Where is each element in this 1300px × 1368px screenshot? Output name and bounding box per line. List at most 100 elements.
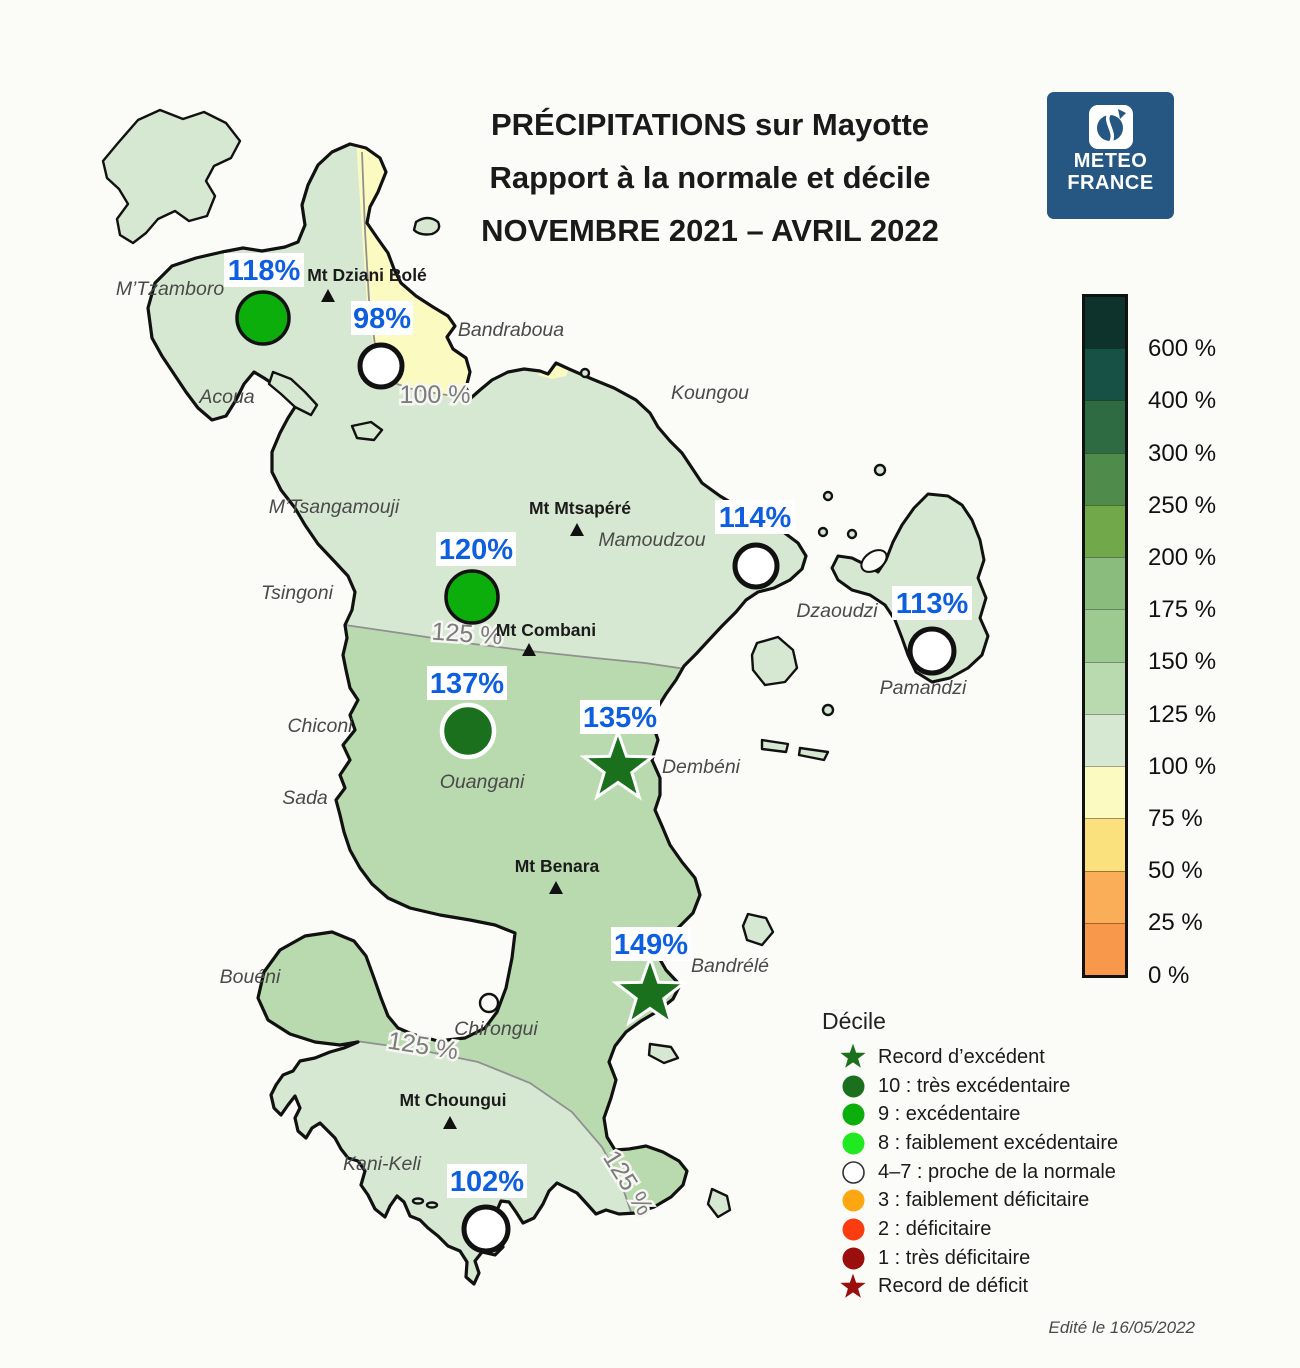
station-marker-record-excess-star	[611, 953, 689, 1027]
legend-title: Décile	[822, 1008, 886, 1034]
mt-combani-triangle	[522, 643, 536, 656]
station-value: 149%	[614, 929, 688, 961]
scale-band	[1085, 766, 1125, 819]
islet-dot-4	[817, 526, 829, 538]
legend-item-decile-8: 8 : faiblement excédentaire	[836, 1129, 1118, 1158]
decile-1-circle-icon	[836, 1247, 870, 1270]
legend-item-label: 8 : faiblement excédentaire	[878, 1131, 1119, 1154]
meteo-france-logo-icon	[1088, 105, 1133, 149]
mt-choungui-triangle	[443, 1116, 457, 1129]
legend-item-decile-9: 9 : excédentaire	[836, 1100, 1118, 1129]
islet-dot-1	[579, 367, 591, 379]
place-label: Ouangani	[440, 771, 525, 793]
scale-band	[1085, 609, 1125, 662]
mountain-label: Mt Choungui	[400, 1090, 507, 1110]
legend-item-label: Record d’excédent	[878, 1045, 1045, 1068]
legend-item-label: 1 : très déficitaire	[878, 1246, 1031, 1269]
station-marker-record-excess-star	[579, 727, 657, 801]
place-label: Chiconi	[287, 715, 353, 737]
scale-band	[1085, 452, 1125, 505]
place-label: Bandrélé	[691, 955, 769, 977]
station-marker-decile10	[439, 702, 497, 760]
legend-item-decile-3: 3 : faiblement déficitaire	[836, 1186, 1118, 1215]
legend-item-label: 3 : faiblement déficitaire	[878, 1189, 1090, 1212]
legend-item-decile-4-7: 4–7 : proche de la normale	[836, 1158, 1118, 1187]
scale-tick-label: 250 %	[1148, 492, 1217, 519]
mountain-label: Mt Combani	[496, 620, 596, 640]
islet-dot-2	[873, 463, 887, 477]
legend-item-label: 10 : très excédentaire	[878, 1074, 1071, 1097]
mt-dziani-bole-triangle	[321, 289, 335, 302]
decile-legend: Record d’excédent 10 : très excédentaire…	[836, 1043, 1118, 1301]
place-label: Sada	[282, 787, 328, 809]
station-value: 98%	[353, 303, 411, 335]
scale-tick-label: 300 %	[1148, 440, 1217, 467]
legend-item-label: Record de déficit	[878, 1275, 1029, 1298]
station-value: 118%	[228, 255, 301, 287]
station-markers	[235, 290, 957, 1254]
place-label: Kani-Keli	[343, 1153, 422, 1175]
legend-item-decile-2: 2 : déficitaire	[836, 1215, 1118, 1244]
bay-islet	[478, 992, 500, 1014]
scale-tick-label: 75 %	[1148, 805, 1203, 832]
legend-item-record-deficit: Record de déficit	[836, 1273, 1118, 1302]
scale-tick-label: 400 %	[1148, 387, 1217, 414]
scale-tick-label: 150 %	[1148, 648, 1217, 675]
mtzamboro-islet	[101, 108, 242, 245]
logo-word-france: FRANCE	[1067, 172, 1154, 194]
islets	[101, 108, 887, 1219]
decile-10-circle-icon	[836, 1075, 870, 1098]
decile-2-circle-icon	[836, 1218, 870, 1241]
islet-nw-long	[267, 370, 319, 417]
scale-band	[1085, 713, 1125, 767]
record-deficit-star-icon	[836, 1273, 870, 1301]
legend-item-label: 2 : déficitaire	[878, 1217, 992, 1240]
islet-long-1	[760, 738, 790, 754]
decile-9-circle-icon	[836, 1103, 870, 1126]
mt-benara-triangle	[549, 881, 563, 894]
mountain-label: Mt Dziani Bolé	[307, 265, 427, 285]
scale-band	[1085, 818, 1125, 871]
legend-item-record-excess: Record d’excédent	[836, 1043, 1118, 1072]
place-label: Tsingoni	[261, 582, 334, 604]
scale-band	[1085, 400, 1125, 453]
place-label: Acoua	[198, 386, 254, 408]
islet-dash-2	[425, 1201, 439, 1209]
scale-band	[1085, 870, 1125, 923]
station-value: 135%	[583, 702, 657, 734]
station-value: 113%	[896, 588, 969, 620]
station-value-labels: 118% 98% 120% 114% 113% 137% 135% 149% 1…	[224, 253, 972, 1198]
station-marker-normal	[732, 542, 780, 590]
scale-band	[1085, 348, 1125, 401]
islet-dot-3	[822, 490, 834, 502]
precipitation-color-scale	[1082, 294, 1128, 978]
scale-tick-label: 50 %	[1148, 857, 1203, 884]
islet-se-1	[647, 1042, 680, 1065]
scale-tick-label: 175 %	[1148, 596, 1217, 623]
mountain-label: Mt Benara	[515, 856, 600, 876]
contour-line-125-pct-south	[355, 1040, 632, 1213]
decile-3-circle-icon	[836, 1189, 870, 1212]
scale-band	[1085, 504, 1125, 558]
scale-band	[1085, 297, 1125, 349]
scale-band	[1085, 922, 1125, 976]
station-value: 137%	[430, 668, 504, 700]
map-title-line2: Rapport à la normale et décile	[489, 160, 931, 195]
legend-item-label: 4–7 : proche de la normale	[878, 1160, 1116, 1183]
place-label: Pamandzi	[880, 677, 967, 699]
islet-north	[412, 216, 441, 236]
place-label: Koungou	[671, 382, 749, 404]
station-marker-decile9	[444, 569, 500, 625]
logo-word-meteo: METEO	[1073, 150, 1148, 172]
islet-bandrele	[741, 912, 775, 947]
islet-dash-1	[411, 1197, 425, 1205]
scale-tick-label: 200 %	[1148, 544, 1217, 571]
station-value: 114%	[719, 502, 792, 534]
legend-item-decile-1: 1 : très déficitaire	[836, 1244, 1118, 1273]
place-label: Dembéni	[662, 756, 741, 778]
legend-item-decile-10: 10 : très excédentaire	[836, 1072, 1118, 1101]
legend-item-label: 9 : excédentaire	[878, 1103, 1021, 1126]
place-label: Dzaoudzi	[796, 600, 878, 622]
station-value: 102%	[450, 1166, 524, 1198]
